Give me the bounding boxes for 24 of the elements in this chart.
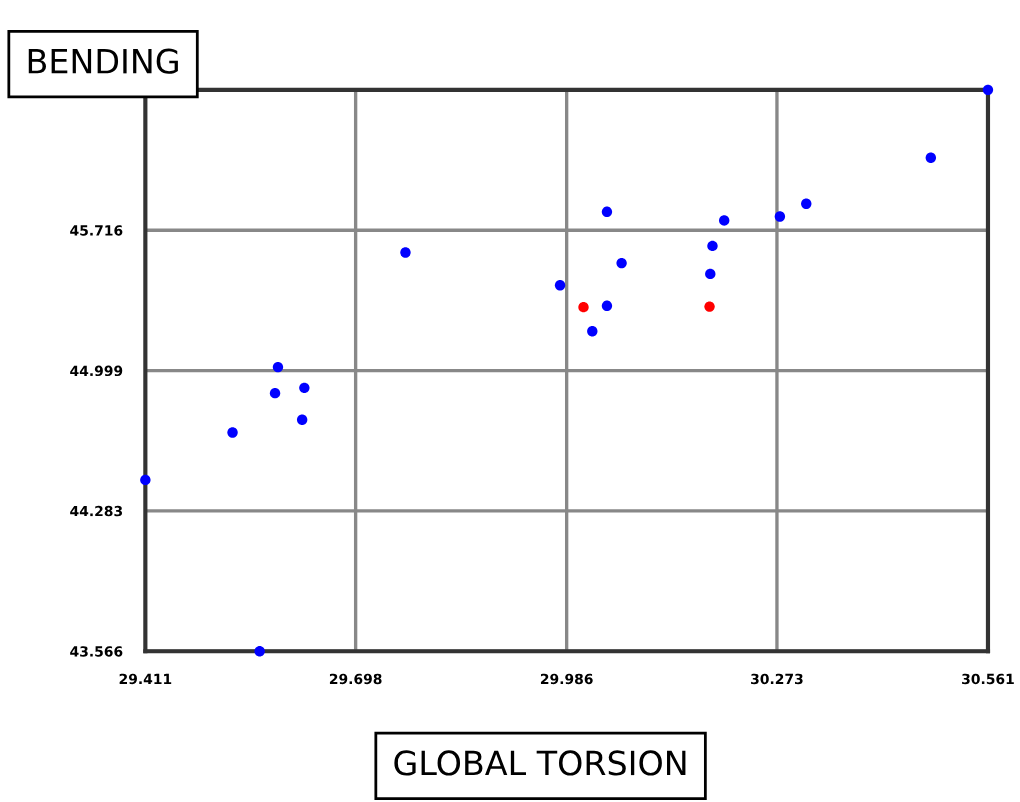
y-axis-title: BENDING: [28, 48, 178, 74]
point: [704, 301, 715, 312]
point: [578, 301, 589, 313]
point: [705, 268, 716, 280]
point: [140, 474, 151, 486]
point: [296, 414, 308, 425]
point: [982, 84, 994, 96]
point: [616, 257, 627, 269]
point: [601, 300, 613, 312]
point: [299, 382, 310, 394]
point: [925, 152, 937, 163]
point: [587, 326, 598, 337]
point: [254, 646, 265, 657]
point: [554, 280, 566, 291]
point: [269, 387, 281, 399]
point: [601, 206, 613, 218]
point: [400, 247, 411, 258]
point: [227, 427, 238, 438]
x-axis-title: GLOBAL TORSION: [394, 750, 686, 776]
point: [719, 215, 730, 226]
point: [707, 240, 718, 252]
point: [801, 198, 812, 209]
point: [774, 211, 786, 222]
point: [272, 361, 284, 373]
